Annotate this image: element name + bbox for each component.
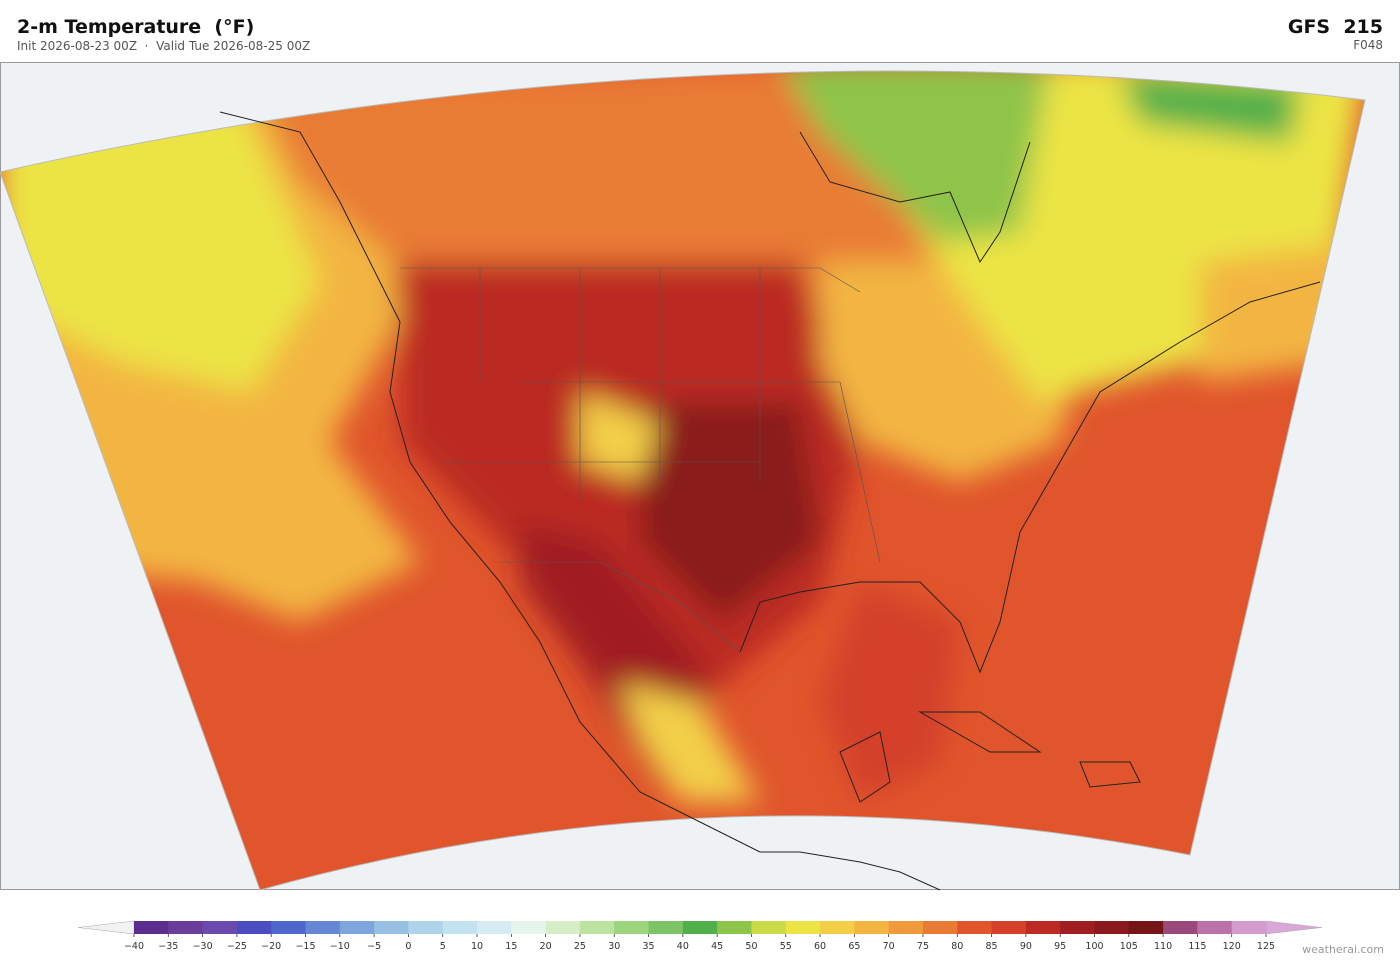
- colorbar-tick-label: 70: [883, 941, 895, 952]
- colorbar-bin: [134, 921, 169, 934]
- title: 2-m Temperature (°F): [17, 16, 255, 38]
- colorbar-tick-label: 75: [917, 941, 929, 952]
- colorbar-bin: [305, 921, 341, 934]
- colorbar-bin: [1060, 921, 1095, 934]
- colorbar-tick-label: 105: [1120, 941, 1138, 952]
- colorbar-tick-label: 40: [677, 941, 689, 952]
- subtitle: Init 2026-08-23 00Z · Valid Tue 2026-08-…: [17, 39, 311, 53]
- colorbar-bin: [374, 921, 409, 934]
- colorbar-tick-label: 30: [608, 941, 620, 952]
- colorbar-tick-label: −20: [261, 941, 281, 952]
- colorbar-bin: [408, 921, 444, 934]
- colorbar-bin: [545, 921, 581, 934]
- colorbar-tick-label: 20: [540, 941, 552, 952]
- colorbar-tick-label: −15: [295, 941, 315, 952]
- colorbar-bin: [579, 921, 615, 934]
- colorbar-tick-label: 50: [745, 941, 757, 952]
- colorbar-bin: [648, 921, 684, 934]
- colorbar: −40 −35 −30 −25 −20 −15 −10 −5 0 5 10 15 20 25 30 35 40 4…: [77, 920, 1323, 952]
- colorbar-tick-label: 65: [848, 941, 860, 952]
- colorbar-tick-label: 15: [505, 941, 517, 952]
- colorbar-tick-label: 110: [1154, 941, 1172, 952]
- colorbar-tick-label: −40: [124, 941, 144, 952]
- colorbar-tick-label: 60: [814, 941, 826, 952]
- colorbar-tick-label: 95: [1054, 941, 1066, 952]
- colorbar-bin: [271, 921, 307, 934]
- colorbar-tick-label: 5: [440, 941, 446, 952]
- colorbar-tick-label: 10: [471, 941, 483, 952]
- colorbar-bin: [957, 921, 993, 934]
- colorbar-tick-label: 100: [1085, 941, 1103, 952]
- colorbar-over: [1265, 920, 1323, 935]
- colorbar-bin: [1163, 921, 1198, 934]
- colorbar-bin: [888, 921, 924, 934]
- colorbar-tick-label: 85: [986, 941, 998, 952]
- colorbar-bin: [477, 921, 512, 934]
- colorbar-tick-label: 0: [405, 941, 411, 952]
- colorbar-tick-label: 35: [642, 941, 654, 952]
- colorbar-tick-label: 25: [574, 941, 586, 952]
- colorbar-bin: [236, 921, 272, 934]
- colorbar-bin: [339, 921, 375, 934]
- colorbar-tick-label: 90: [1020, 941, 1032, 952]
- colorbar-bin: [1025, 921, 1061, 934]
- colorbar-tick-label: 80: [951, 941, 963, 952]
- colorbar-tick-label: −5: [367, 941, 381, 952]
- temperature-field: [0, 71, 1365, 890]
- colorbar-bin: [511, 921, 547, 934]
- colorbar-bin: [442, 921, 478, 934]
- colorbar-tick-label: 125: [1257, 941, 1275, 952]
- model-name: GFS 215: [1287, 16, 1383, 38]
- colorbar-tick-label: 115: [1188, 941, 1206, 952]
- colorbar-bin: [854, 921, 890, 934]
- colorbar-bin: [1197, 921, 1233, 934]
- colorbar-bin: [202, 921, 238, 934]
- colorbar-bin: [168, 921, 204, 934]
- colorbar-bin: [751, 921, 787, 934]
- colorbar-bin: [785, 921, 821, 934]
- colorbar-tick-label: −35: [158, 941, 178, 952]
- colorbar-tick-label: 120: [1223, 941, 1241, 952]
- colorbar-tick-label: −30: [193, 941, 213, 952]
- colorbar-bin: [1231, 921, 1267, 934]
- colorbar-bin: [682, 921, 718, 934]
- colorbar-bin: [614, 921, 650, 934]
- colorbar-bin: [717, 921, 752, 934]
- colorbar-bin: [991, 921, 1027, 934]
- domain-outline: [0, 70, 1366, 891]
- colorbar-bin: [820, 921, 855, 934]
- colorbar-bin: [1128, 921, 1164, 934]
- colorbar-bin: [922, 921, 958, 934]
- coastlines: [219, 111, 1321, 891]
- borders: [400, 267, 881, 653]
- colorbar-tick-label: 45: [711, 941, 723, 952]
- colorbar-tick-label: −10: [330, 941, 350, 952]
- colorbar-under: [77, 920, 135, 935]
- colorbar-bin: [1094, 921, 1130, 934]
- colorbar-tick-label: −25: [227, 941, 247, 952]
- credit: weatherai.com: [1302, 943, 1384, 956]
- forecast-hour: F048: [1353, 38, 1383, 52]
- colorbar-tick-label: 55: [780, 941, 792, 952]
- map: [0, 62, 1400, 891]
